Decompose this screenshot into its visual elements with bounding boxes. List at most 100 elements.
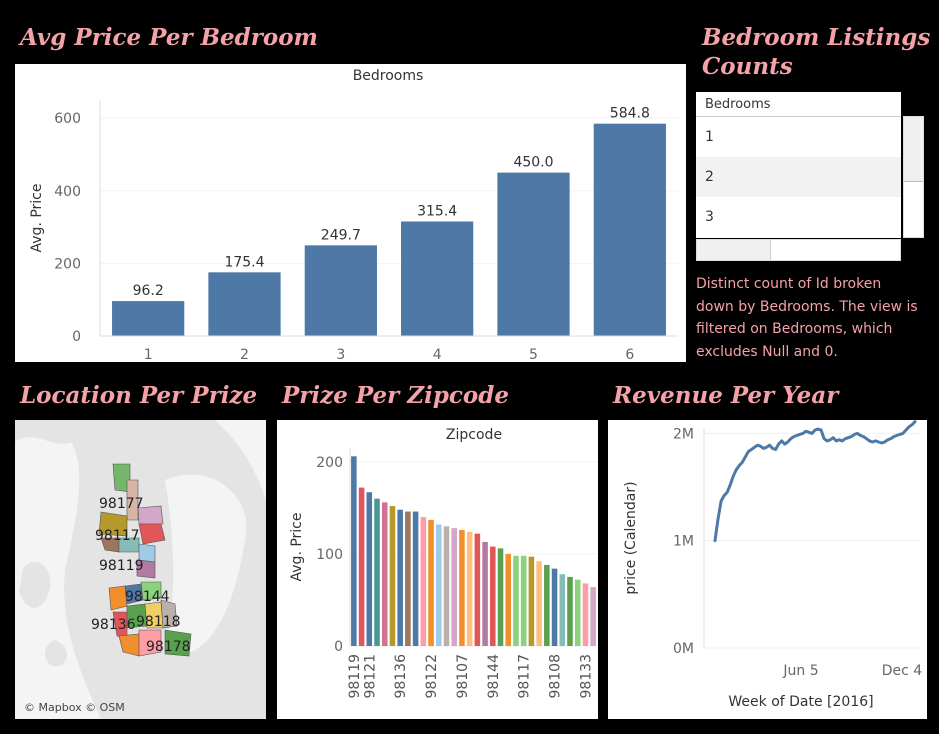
bar [582, 583, 589, 646]
bar [412, 511, 419, 646]
bar [428, 519, 434, 646]
map-region [136, 559, 156, 579]
revenue-chart-panel[interactable]: 0M 1M 2M price (Calendar) Week of Date [2016… [608, 420, 927, 719]
chart-title: Bedrooms [353, 68, 424, 84]
y-tick-label: 2M [673, 426, 694, 442]
revenue-title: Revenue Per Year [613, 382, 839, 409]
map-canvas: 98177 98117 98119 98144 98136 98118 9817… [15, 420, 266, 719]
map-region [160, 599, 178, 629]
bar [435, 524, 442, 646]
bar [397, 509, 403, 646]
map-attribution[interactable]: © Mapbox © OSM [24, 701, 125, 714]
bar [497, 172, 570, 336]
map-label: 98119 [99, 558, 144, 574]
location-title: Location Per Prize [20, 382, 258, 409]
zipcode-title: Prize Per Zipcode [282, 382, 509, 409]
map-region [138, 629, 162, 657]
bar [567, 576, 573, 646]
scrollbar-thumb[interactable] [697, 240, 771, 260]
bar [381, 502, 388, 646]
bar [505, 553, 512, 646]
x-tick-label: 98107 [455, 654, 471, 699]
map-water [15, 667, 85, 719]
bar [544, 564, 550, 646]
x-tick-label: Jun 5 [782, 663, 818, 679]
caption-line: filtered on Bedrooms, which [696, 321, 893, 337]
map-region [140, 581, 162, 601]
zipcode-chart-panel[interactable]: Zipcode Avg. Price 0 100 200 98119 98121 98136 9… [277, 420, 598, 719]
x-tick-label: 98117 [517, 654, 533, 699]
revenue-line-chart: 0M 1M 2M price (Calendar) Week of Date [2016… [623, 420, 923, 710]
bar [593, 123, 666, 337]
bar [451, 528, 457, 646]
bar [536, 561, 542, 646]
bar [574, 579, 581, 646]
bar-value-label: 315.4 [417, 203, 457, 219]
bar [474, 533, 481, 646]
avg-price-title: Avg Price Per Bedroom [20, 24, 318, 51]
bar [459, 529, 465, 646]
bar [513, 555, 519, 646]
bar-value-label: 175.4 [224, 254, 264, 270]
bar [590, 587, 596, 646]
listing-counts-title: Bedroom Listings Counts [702, 23, 930, 81]
bar [466, 531, 473, 646]
y-tick-label: 200 [54, 256, 81, 272]
counts-table-row: 2 [696, 157, 901, 197]
caption-line: excludes Null and 0. [696, 343, 838, 360]
caption-line: Distinct count of Id broken [696, 276, 882, 292]
x-tick-label: 3 [336, 347, 345, 362]
bar-value-label: 450.0 [513, 155, 553, 171]
y-tick-label: 0 [72, 329, 81, 345]
bar [490, 546, 496, 646]
x-tick-label: 5 [529, 347, 538, 362]
y-tick-label: 400 [54, 184, 81, 200]
counts-table-scrollbar-horizontal[interactable] [696, 239, 901, 261]
x-tick-label: 6 [625, 347, 634, 362]
counts-table-row: 3 [705, 209, 714, 225]
avg-price-bar-chart: Bedrooms Avg. Price 0 200 400 600 96.2 1 175.4 2 2… [29, 68, 678, 362]
map-region [126, 479, 139, 521]
x-tick-label: 98144 [486, 654, 502, 699]
bar [520, 555, 527, 646]
x-tick-label: 98136 [393, 654, 409, 699]
counts-table[interactable]: Bedrooms 1 2 3 [696, 92, 901, 238]
caption-line: down by Bedrooms. The view is [696, 298, 918, 315]
counts-table-scrollbar-vertical[interactable] [903, 116, 924, 238]
location-map[interactable]: 98177 98117 98119 98144 98136 98118 9817… [15, 420, 266, 719]
y-tick-label: 100 [316, 547, 343, 563]
scrollbar-thumb[interactable] [904, 117, 923, 182]
map-label: 98118 [136, 614, 181, 630]
bar [366, 492, 373, 646]
map-region [138, 523, 166, 545]
x-tick-label: 2 [240, 347, 249, 362]
x-tick-label: Dec 4 [882, 663, 923, 679]
x-tick-label: 98133 [578, 654, 594, 699]
map-label: 98117 [95, 528, 140, 544]
y-tick-label: 0 [334, 639, 343, 655]
map-region [164, 629, 192, 657]
chart-title: Zipcode [446, 427, 502, 443]
y-axis-label: Avg. Price [289, 513, 305, 582]
bar [420, 517, 427, 646]
bar [112, 301, 185, 336]
counts-table-header: Bedrooms [696, 92, 901, 117]
bar [528, 556, 535, 646]
bar [405, 511, 411, 646]
bar [443, 526, 450, 646]
map-label: 98178 [146, 639, 191, 655]
bar [401, 221, 474, 336]
zipcode-bar-chart: Zipcode Avg. Price 0 100 200 98119 98121 98136 9… [289, 427, 597, 699]
bar [482, 541, 488, 646]
listing-counts-title-line2: Counts [702, 53, 793, 80]
x-tick-label: 98119 [347, 654, 363, 699]
map-label: 98177 [99, 496, 144, 512]
x-tick-label: 4 [433, 347, 442, 362]
avg-price-chart-panel[interactable]: Bedrooms Avg. Price 0 200 400 600 96.2 1 175.4 2 2… [15, 64, 686, 362]
x-tick-label: 98108 [548, 654, 564, 699]
counts-table-row: 1 [705, 129, 714, 145]
bar-value-label: 96.2 [133, 283, 164, 299]
x-tick-label: 98121 [362, 654, 378, 699]
y-tick-label: 200 [316, 455, 343, 471]
bar [551, 568, 558, 646]
